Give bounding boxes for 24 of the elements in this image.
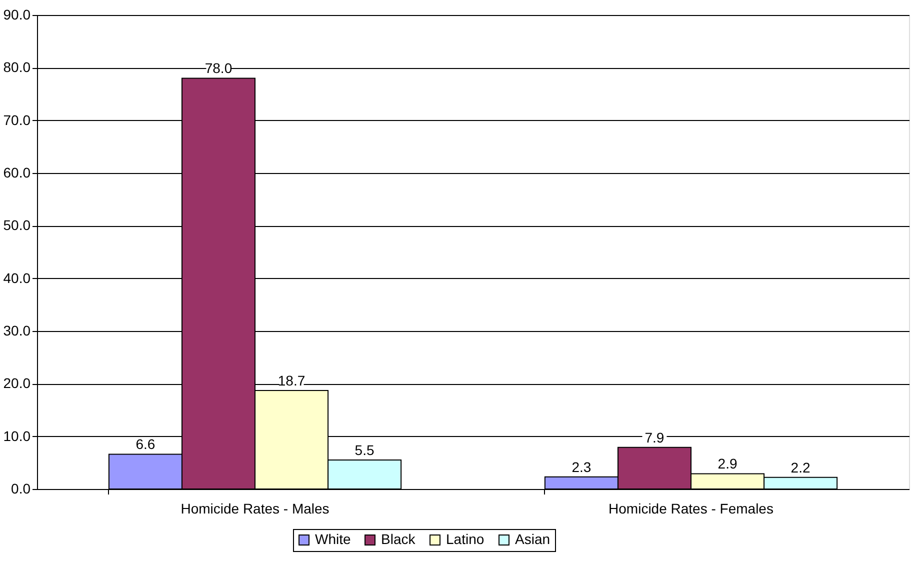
data-label: 2.2 bbox=[790, 459, 810, 476]
data-label: 78.0 bbox=[204, 60, 232, 76]
legend-label: Asian bbox=[515, 531, 550, 547]
legend-label: Black bbox=[381, 531, 416, 547]
legend-label: Latino bbox=[446, 531, 484, 547]
data-label: 2.3 bbox=[572, 458, 592, 475]
y-tick-label: 10.0 bbox=[3, 428, 31, 444]
y-tick-label: 70.0 bbox=[3, 112, 31, 128]
y-tick-label: 50.0 bbox=[3, 217, 31, 234]
y-tick-label: 30.0 bbox=[3, 322, 31, 338]
x-tick-label: Homicide Rates - Males bbox=[180, 500, 330, 516]
data-label: 18.7 bbox=[278, 372, 306, 389]
y-tick-label: 80.0 bbox=[3, 59, 31, 76]
data-label: 7.9 bbox=[644, 429, 664, 446]
y-tick-label: 40.0 bbox=[3, 270, 31, 286]
data-label: 5.5 bbox=[354, 442, 374, 458]
y-tick-label: 90.0 bbox=[3, 6, 31, 22]
legend-label: White bbox=[315, 531, 351, 547]
y-tick-label: 60.0 bbox=[3, 164, 31, 180]
data-label: 6.6 bbox=[136, 436, 156, 452]
data-label: 2.9 bbox=[718, 456, 738, 472]
x-tick-label: Homicide Rates - Females bbox=[608, 500, 774, 516]
y-tick-label: 0.0 bbox=[11, 480, 31, 496]
y-tick-label: 20.0 bbox=[3, 375, 31, 392]
